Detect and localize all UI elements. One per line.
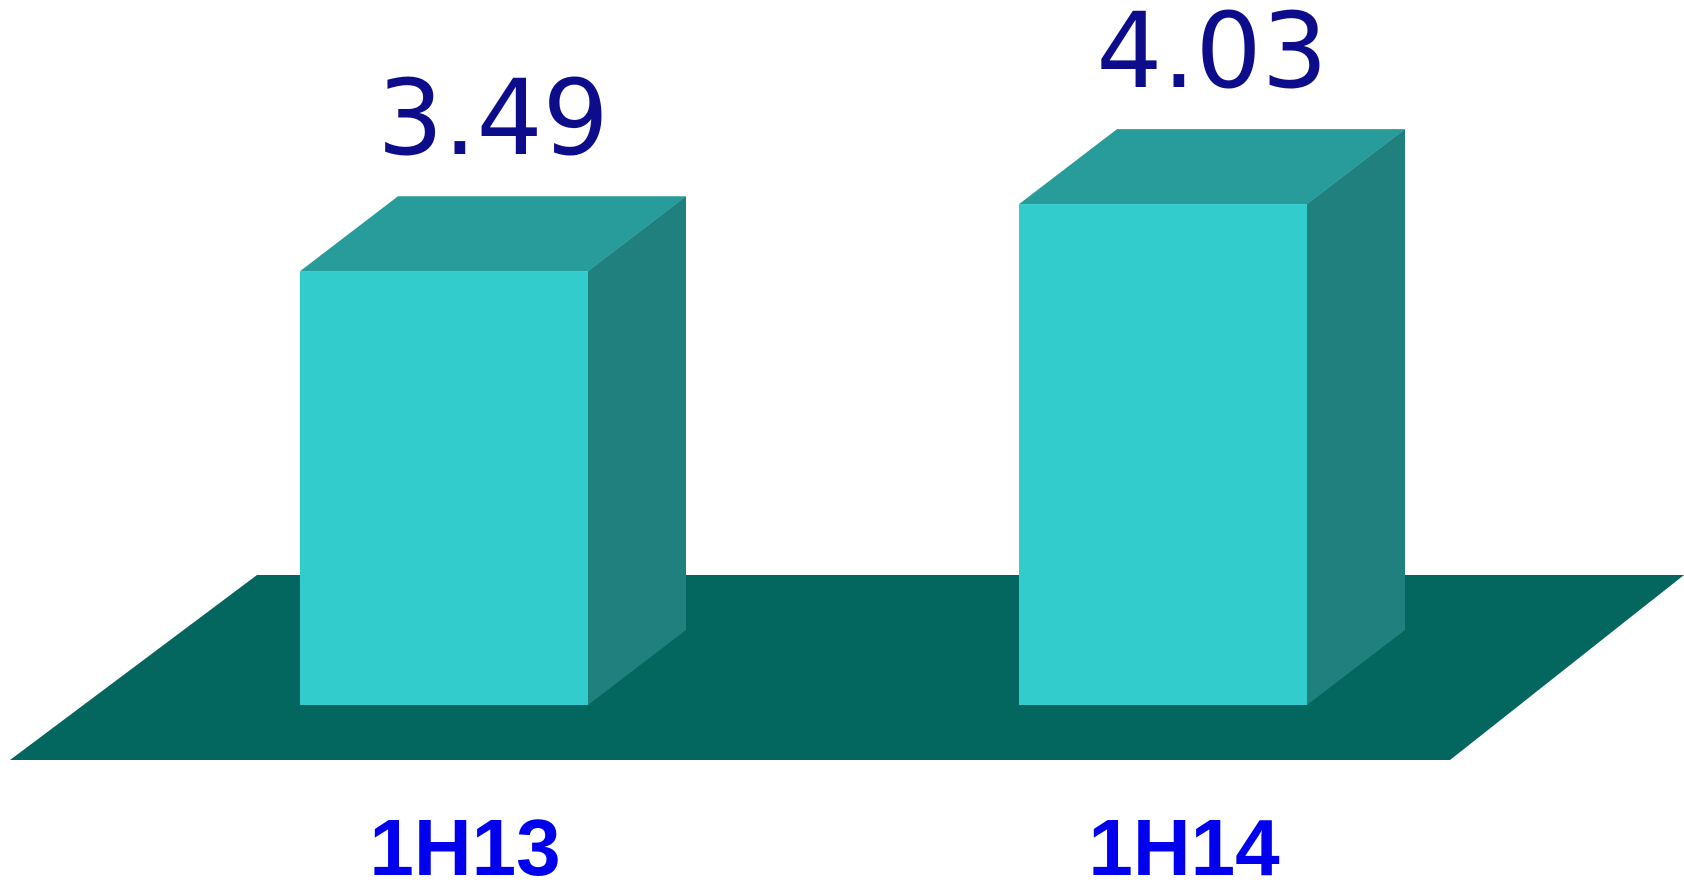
bar-front-face	[1019, 204, 1307, 706]
chart-floor	[10, 575, 1684, 760]
labels-group: 3.49 1H13 4.03 1H14	[369, 0, 1327, 883]
category-label: 1H14	[1088, 803, 1280, 883]
data-label: 4.03	[1096, 0, 1328, 112]
bar-side-face	[1307, 129, 1405, 706]
bar-top-face	[1019, 129, 1405, 205]
bar-top-face	[300, 196, 686, 272]
category-label: 1H13	[369, 803, 560, 883]
bar-1H13	[300, 196, 686, 705]
bar-1H14	[1019, 129, 1405, 706]
data-label: 3.49	[377, 57, 609, 179]
bar-side-face	[588, 196, 686, 705]
bars-group	[300, 129, 1405, 706]
bar-front-face	[300, 271, 588, 705]
